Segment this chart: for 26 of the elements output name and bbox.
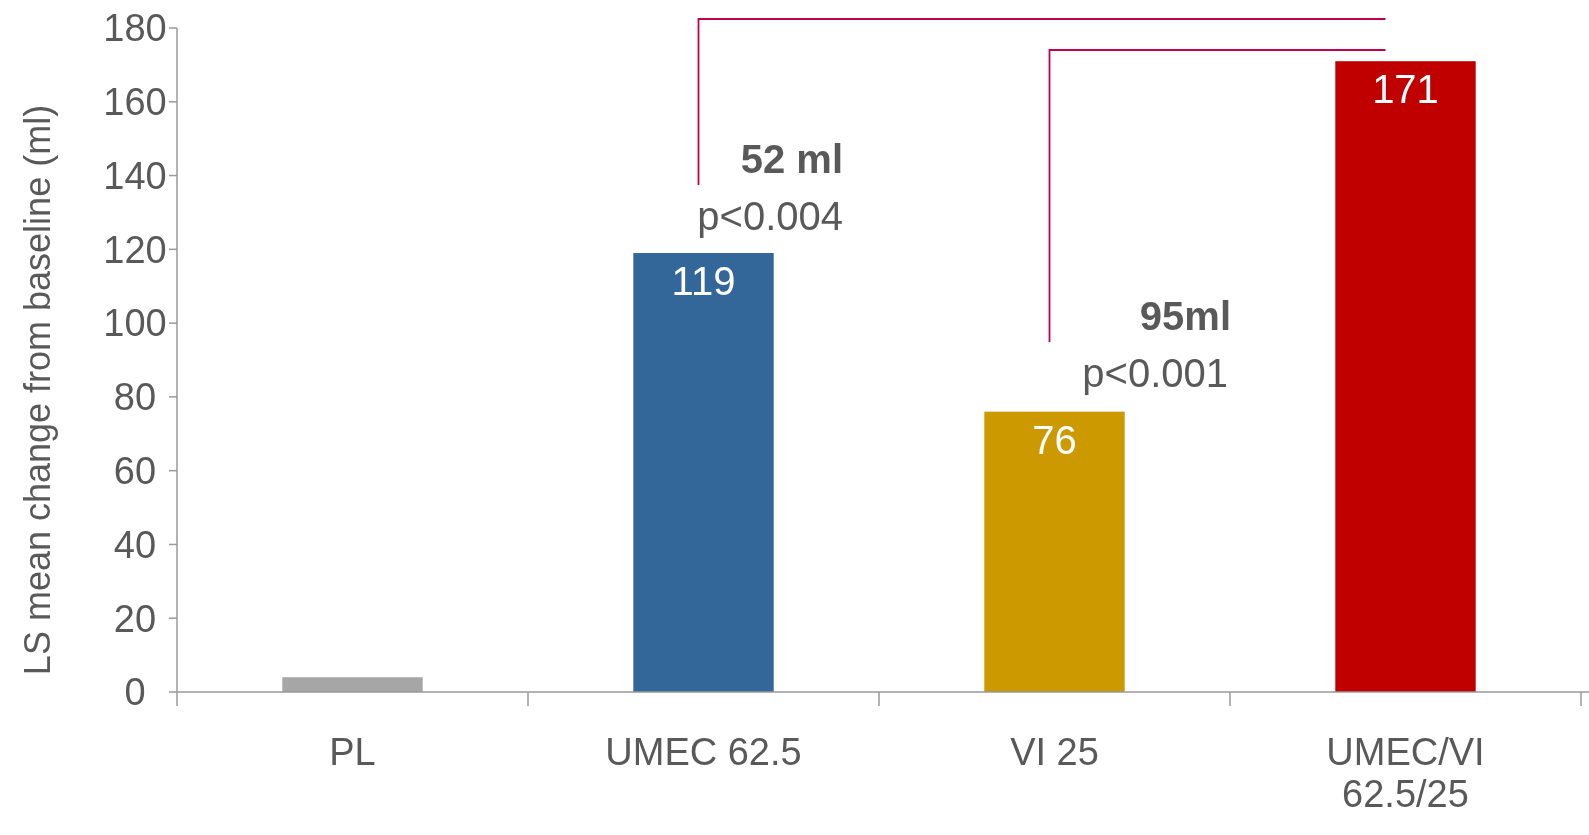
y-tick-label: 140 <box>103 154 167 197</box>
annotation: 52 ml <box>740 137 843 181</box>
x-tick-label: VI 25 <box>1010 731 1099 773</box>
y-tick-label: 160 <box>103 81 167 124</box>
y-tick-label: 120 <box>103 228 167 271</box>
y-tick-label: 40 <box>113 523 157 566</box>
data-label: 76 <box>1032 417 1077 462</box>
y-tick-label: 180 <box>103 7 167 50</box>
x-tick-label: UMEC/VI 62.5/25 <box>1326 731 1485 815</box>
data-label: 171 <box>1372 67 1439 112</box>
y-tick-label: 80 <box>113 376 157 419</box>
annotation: p<0.004 <box>697 194 843 238</box>
y-tick-label: 100 <box>103 302 167 345</box>
bar <box>282 677 423 692</box>
bar <box>633 253 774 692</box>
y-tick-label: 60 <box>113 449 157 492</box>
x-tick-label: UMEC 62.5 <box>605 731 802 773</box>
y-tick-label: 0 <box>124 671 146 714</box>
x-tick-label: PL <box>329 731 376 773</box>
y-axis-title: LS mean change from baseline (ml) <box>17 104 58 676</box>
annotation: 95ml <box>1139 294 1231 338</box>
annotation: p<0.001 <box>1082 351 1228 395</box>
data-label: 119 <box>671 259 736 304</box>
y-tick-label: 20 <box>113 597 157 640</box>
bar <box>1335 61 1476 692</box>
bar <box>984 411 1125 692</box>
